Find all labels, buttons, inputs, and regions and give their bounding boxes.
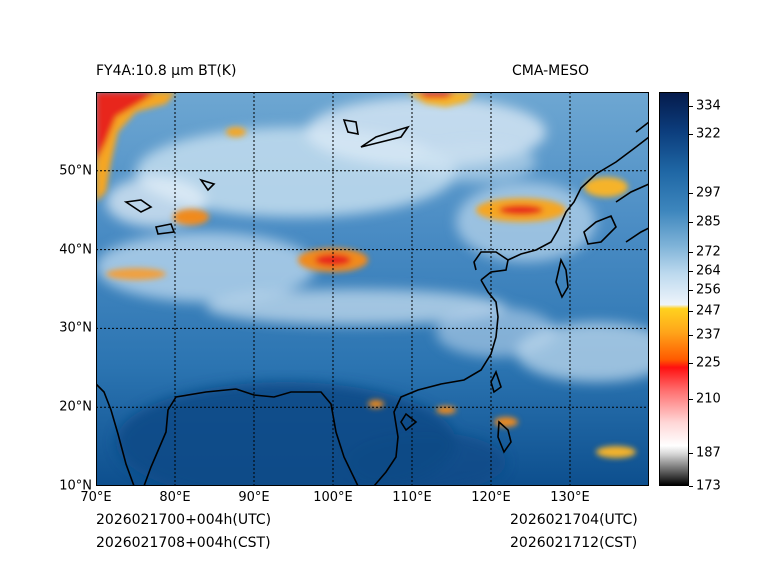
coastlines — [96, 118, 649, 486]
colorbar-tick-label: 237 — [696, 327, 721, 343]
lat-tick-label: 40°N — [59, 242, 92, 258]
colorbar-tick-mark — [689, 335, 693, 336]
colorbar-tick-mark — [689, 398, 693, 400]
colorbar-tick-label: 297 — [696, 185, 721, 201]
lon-tick-label: 130°E — [550, 490, 590, 505]
map-canvas — [96, 92, 649, 486]
lat-tick-label: 50°N — [59, 163, 92, 179]
graticule — [96, 92, 649, 486]
colorbar — [659, 92, 689, 486]
lon-tick-label: 120°E — [471, 490, 511, 505]
colorbar-tick-mark — [689, 221, 693, 223]
colorbar-tick-label: 322 — [696, 126, 721, 142]
lon-tick-label: 70°E — [80, 490, 112, 505]
lon-tick-label: 90°E — [238, 490, 270, 505]
colorbar-tick-mark — [689, 363, 693, 365]
colorbar-tick-mark — [689, 106, 693, 108]
colorbar-tick-mark — [689, 452, 693, 454]
colorbar-tick-label: 187 — [696, 445, 721, 461]
lon-tick-label: 80°E — [159, 490, 191, 505]
init-time-utc: 2026021700+004h(UTC) — [96, 512, 272, 528]
lon-tick-label: 110°E — [392, 490, 432, 505]
figure-title-right: CMA-MESO — [512, 63, 590, 79]
map-frame — [96, 92, 649, 486]
lat-tick-label: 30°N — [59, 320, 92, 336]
colorbar-tick-label: 285 — [696, 214, 721, 230]
valid-time-utc: 2026021704(UTC) — [510, 512, 638, 528]
colorbar-tick-mark — [689, 193, 693, 195]
colorbar-tick-mark — [689, 311, 693, 313]
colorbar-tick-label: 247 — [696, 303, 721, 319]
colorbar-tick-label: 225 — [696, 355, 721, 371]
figure-title-left: FY4A:10.8 µm BT(K) — [96, 63, 237, 79]
lat-tick-label: 20°N — [59, 399, 92, 415]
colorbar-tick-mark — [689, 134, 693, 136]
colorbar-tick-mark — [689, 486, 693, 487]
colorbar-tick-mark — [689, 252, 693, 254]
colorbar-tick-mark — [689, 290, 693, 292]
colorbar-tick-label: 173 — [696, 478, 721, 494]
colorbar-tick-label: 334 — [696, 98, 721, 114]
valid-time-cst: 2026021712(CST) — [510, 535, 638, 551]
colorbar-tick-label: 272 — [696, 244, 721, 260]
satellite-map — [96, 92, 649, 486]
cold-cloud-tops — [96, 92, 636, 458]
colorbar-tick-label: 264 — [696, 263, 721, 279]
lon-tick-label: 100°E — [313, 490, 353, 505]
lat-tick-label: 10°N — [59, 478, 92, 494]
colorbar-tick-label: 210 — [696, 391, 721, 407]
colorbar-tick-label: 256 — [696, 282, 721, 298]
init-time-cst: 2026021708+004h(CST) — [96, 535, 271, 551]
colorbar-tick-mark — [689, 271, 693, 273]
